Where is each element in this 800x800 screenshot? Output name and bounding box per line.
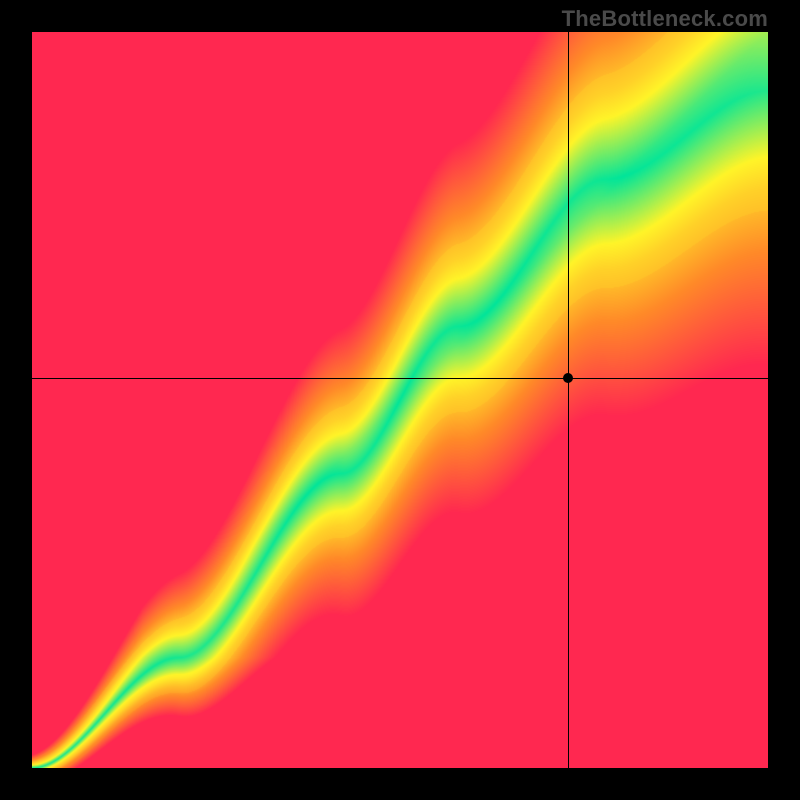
crosshair-horizontal	[32, 378, 768, 379]
crosshair-vertical	[568, 32, 569, 768]
plot-area	[32, 32, 768, 768]
chart-frame: TheBottleneck.com	[0, 0, 800, 800]
heatmap-canvas	[32, 32, 768, 768]
marker-point	[563, 373, 573, 383]
watermark-text: TheBottleneck.com	[562, 6, 768, 32]
